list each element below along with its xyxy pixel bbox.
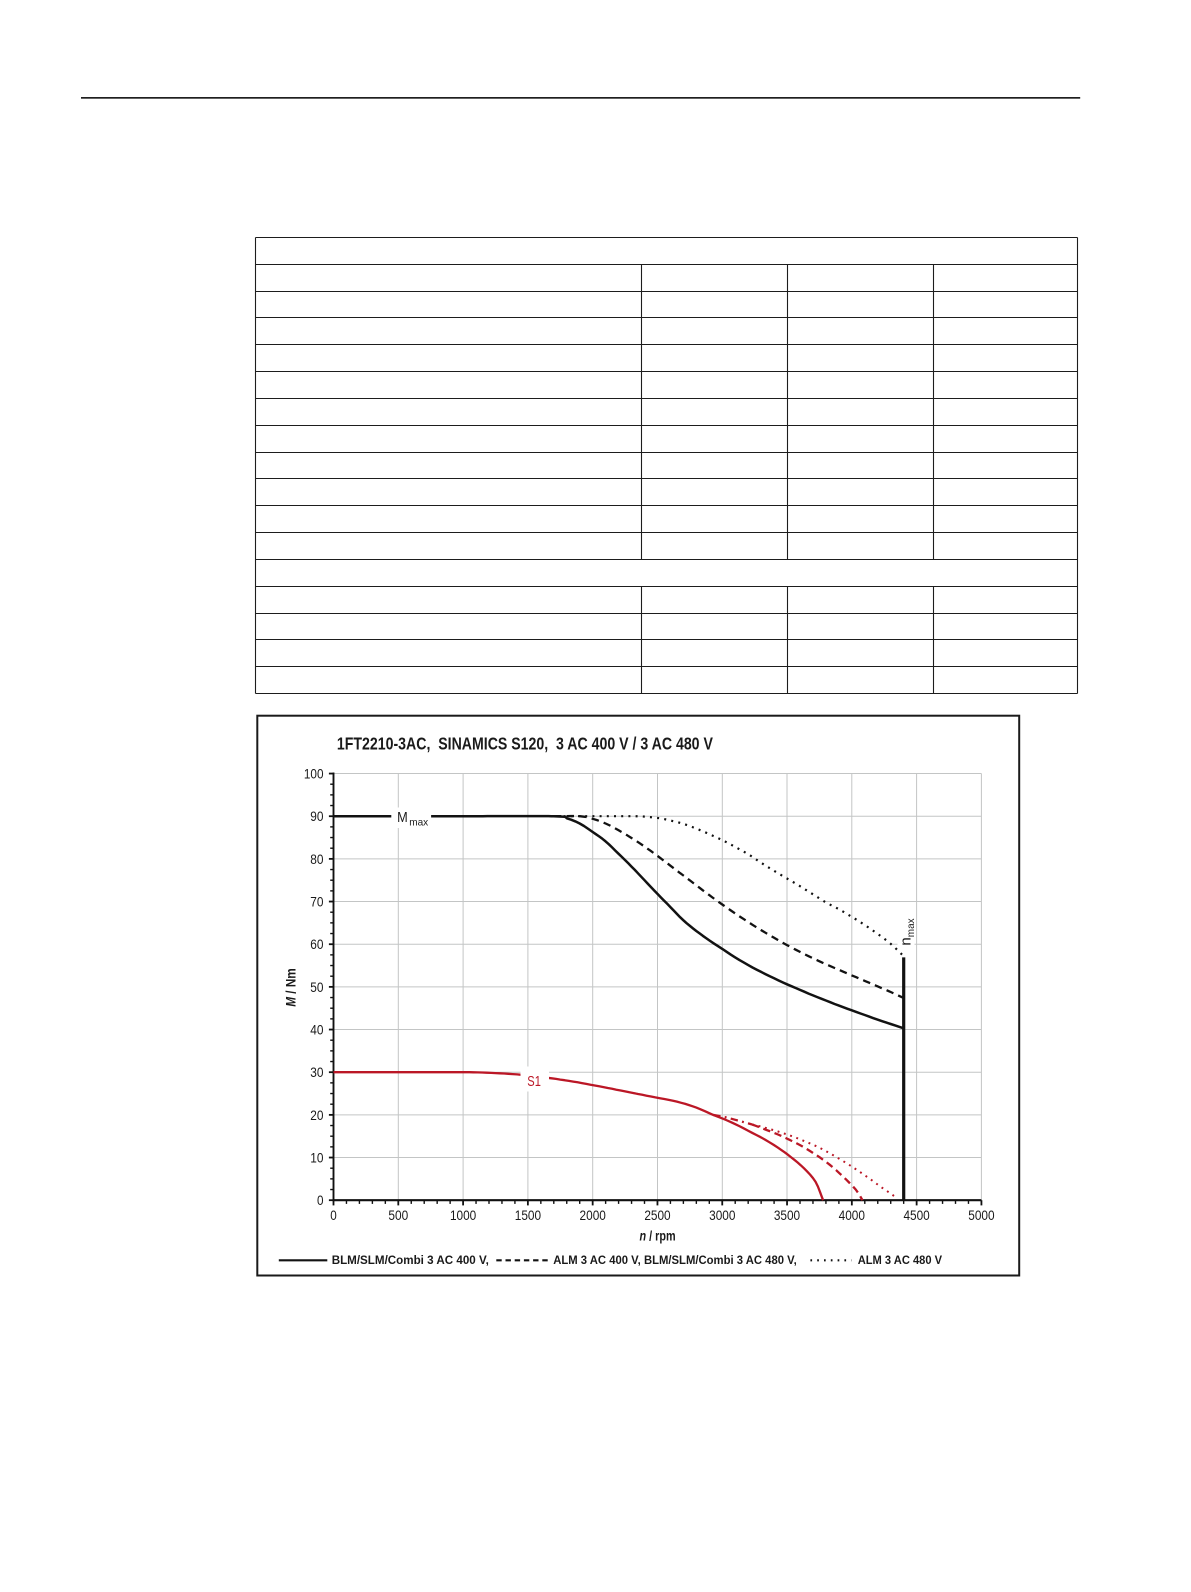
svg-text:BLM/SLM/Combi 3 AC 400 V,: BLM/SLM/Combi 3 AC 400 V, [332,1253,489,1267]
svg-text:0: 0 [330,1207,337,1223]
svg-text:80: 80 [310,851,323,867]
svg-text:5000: 5000 [968,1207,994,1223]
svg-text:3000: 3000 [709,1207,735,1223]
svg-text:ALM 3 AC 400 V, BLM/SLM/Combi: ALM 3 AC 400 V, BLM/SLM/Combi 3 AC 480 V… [553,1253,797,1267]
svg-text:20: 20 [310,1107,323,1123]
svg-text:10: 10 [310,1150,323,1166]
svg-text:70: 70 [310,894,323,910]
svg-text:100: 100 [304,766,324,782]
svg-text:max: max [409,817,429,829]
svg-text:50: 50 [310,979,323,995]
svg-text:1000: 1000 [450,1207,476,1223]
svg-text:4500: 4500 [903,1207,929,1223]
svg-text:S1: S1 [527,1073,541,1090]
svg-text:500: 500 [388,1207,408,1223]
svg-text:60: 60 [310,936,323,952]
svg-text:3500: 3500 [774,1207,800,1223]
svg-text:90: 90 [310,808,323,824]
svg-text:40: 40 [310,1022,323,1038]
svg-text:30: 30 [310,1064,323,1080]
svg-text:2000: 2000 [580,1207,606,1223]
svg-text:1500: 1500 [515,1207,541,1223]
svg-text:M: M [397,809,408,826]
svg-text:n / rpm: n / rpm [640,1228,676,1244]
svg-text:M / Nm: M / Nm [283,968,299,1007]
svg-text:ALM 3 AC 480 V: ALM 3 AC 480 V [858,1253,942,1267]
svg-text:1FT2210-3AC, SINAMICS S120,: 1FT2210-3AC, SINAMICS S120, 3 AC 400 V /… [337,734,713,754]
svg-text:2500: 2500 [644,1207,670,1223]
svg-text:4000: 4000 [839,1207,865,1223]
svg-text:0: 0 [317,1192,324,1208]
